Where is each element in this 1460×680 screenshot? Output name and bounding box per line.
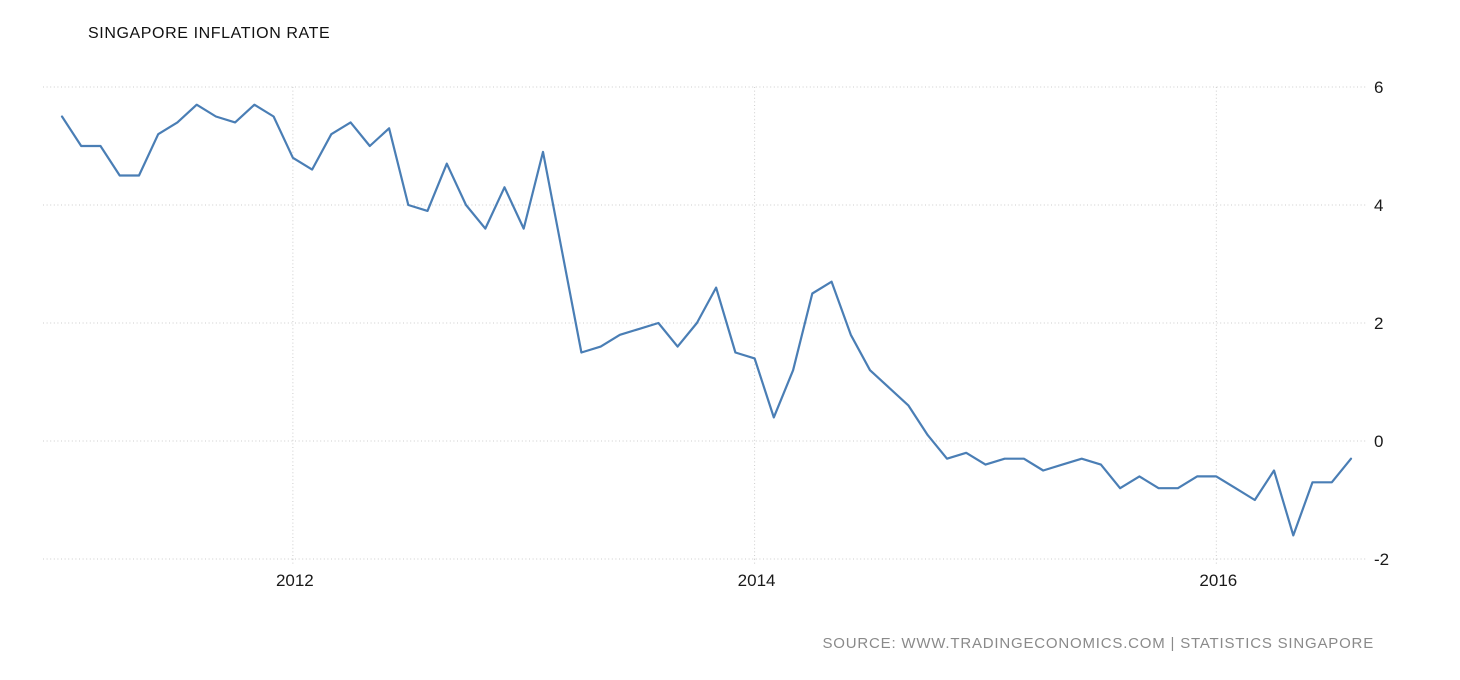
chart-title: SINGAPORE INFLATION RATE xyxy=(88,25,331,42)
y-axis-tick-label: 0 xyxy=(1374,432,1383,451)
inflation-rate-line xyxy=(60,103,1353,537)
y-axis-tick-label: 6 xyxy=(1374,78,1383,97)
y-axis-tick-label: -2 xyxy=(1374,550,1389,569)
y-axis-tick-label: 2 xyxy=(1374,314,1383,333)
x-axis-tick-label: 2012 xyxy=(276,571,314,590)
source-attribution: SOURCE: WWW.TRADINGECONOMICS.COM | STATI… xyxy=(822,635,1374,652)
y-axis-tick-label: 4 xyxy=(1374,196,1383,215)
x-axis-tick-label: 2014 xyxy=(738,571,776,590)
x-axis-tick-label: 2016 xyxy=(1199,571,1237,590)
